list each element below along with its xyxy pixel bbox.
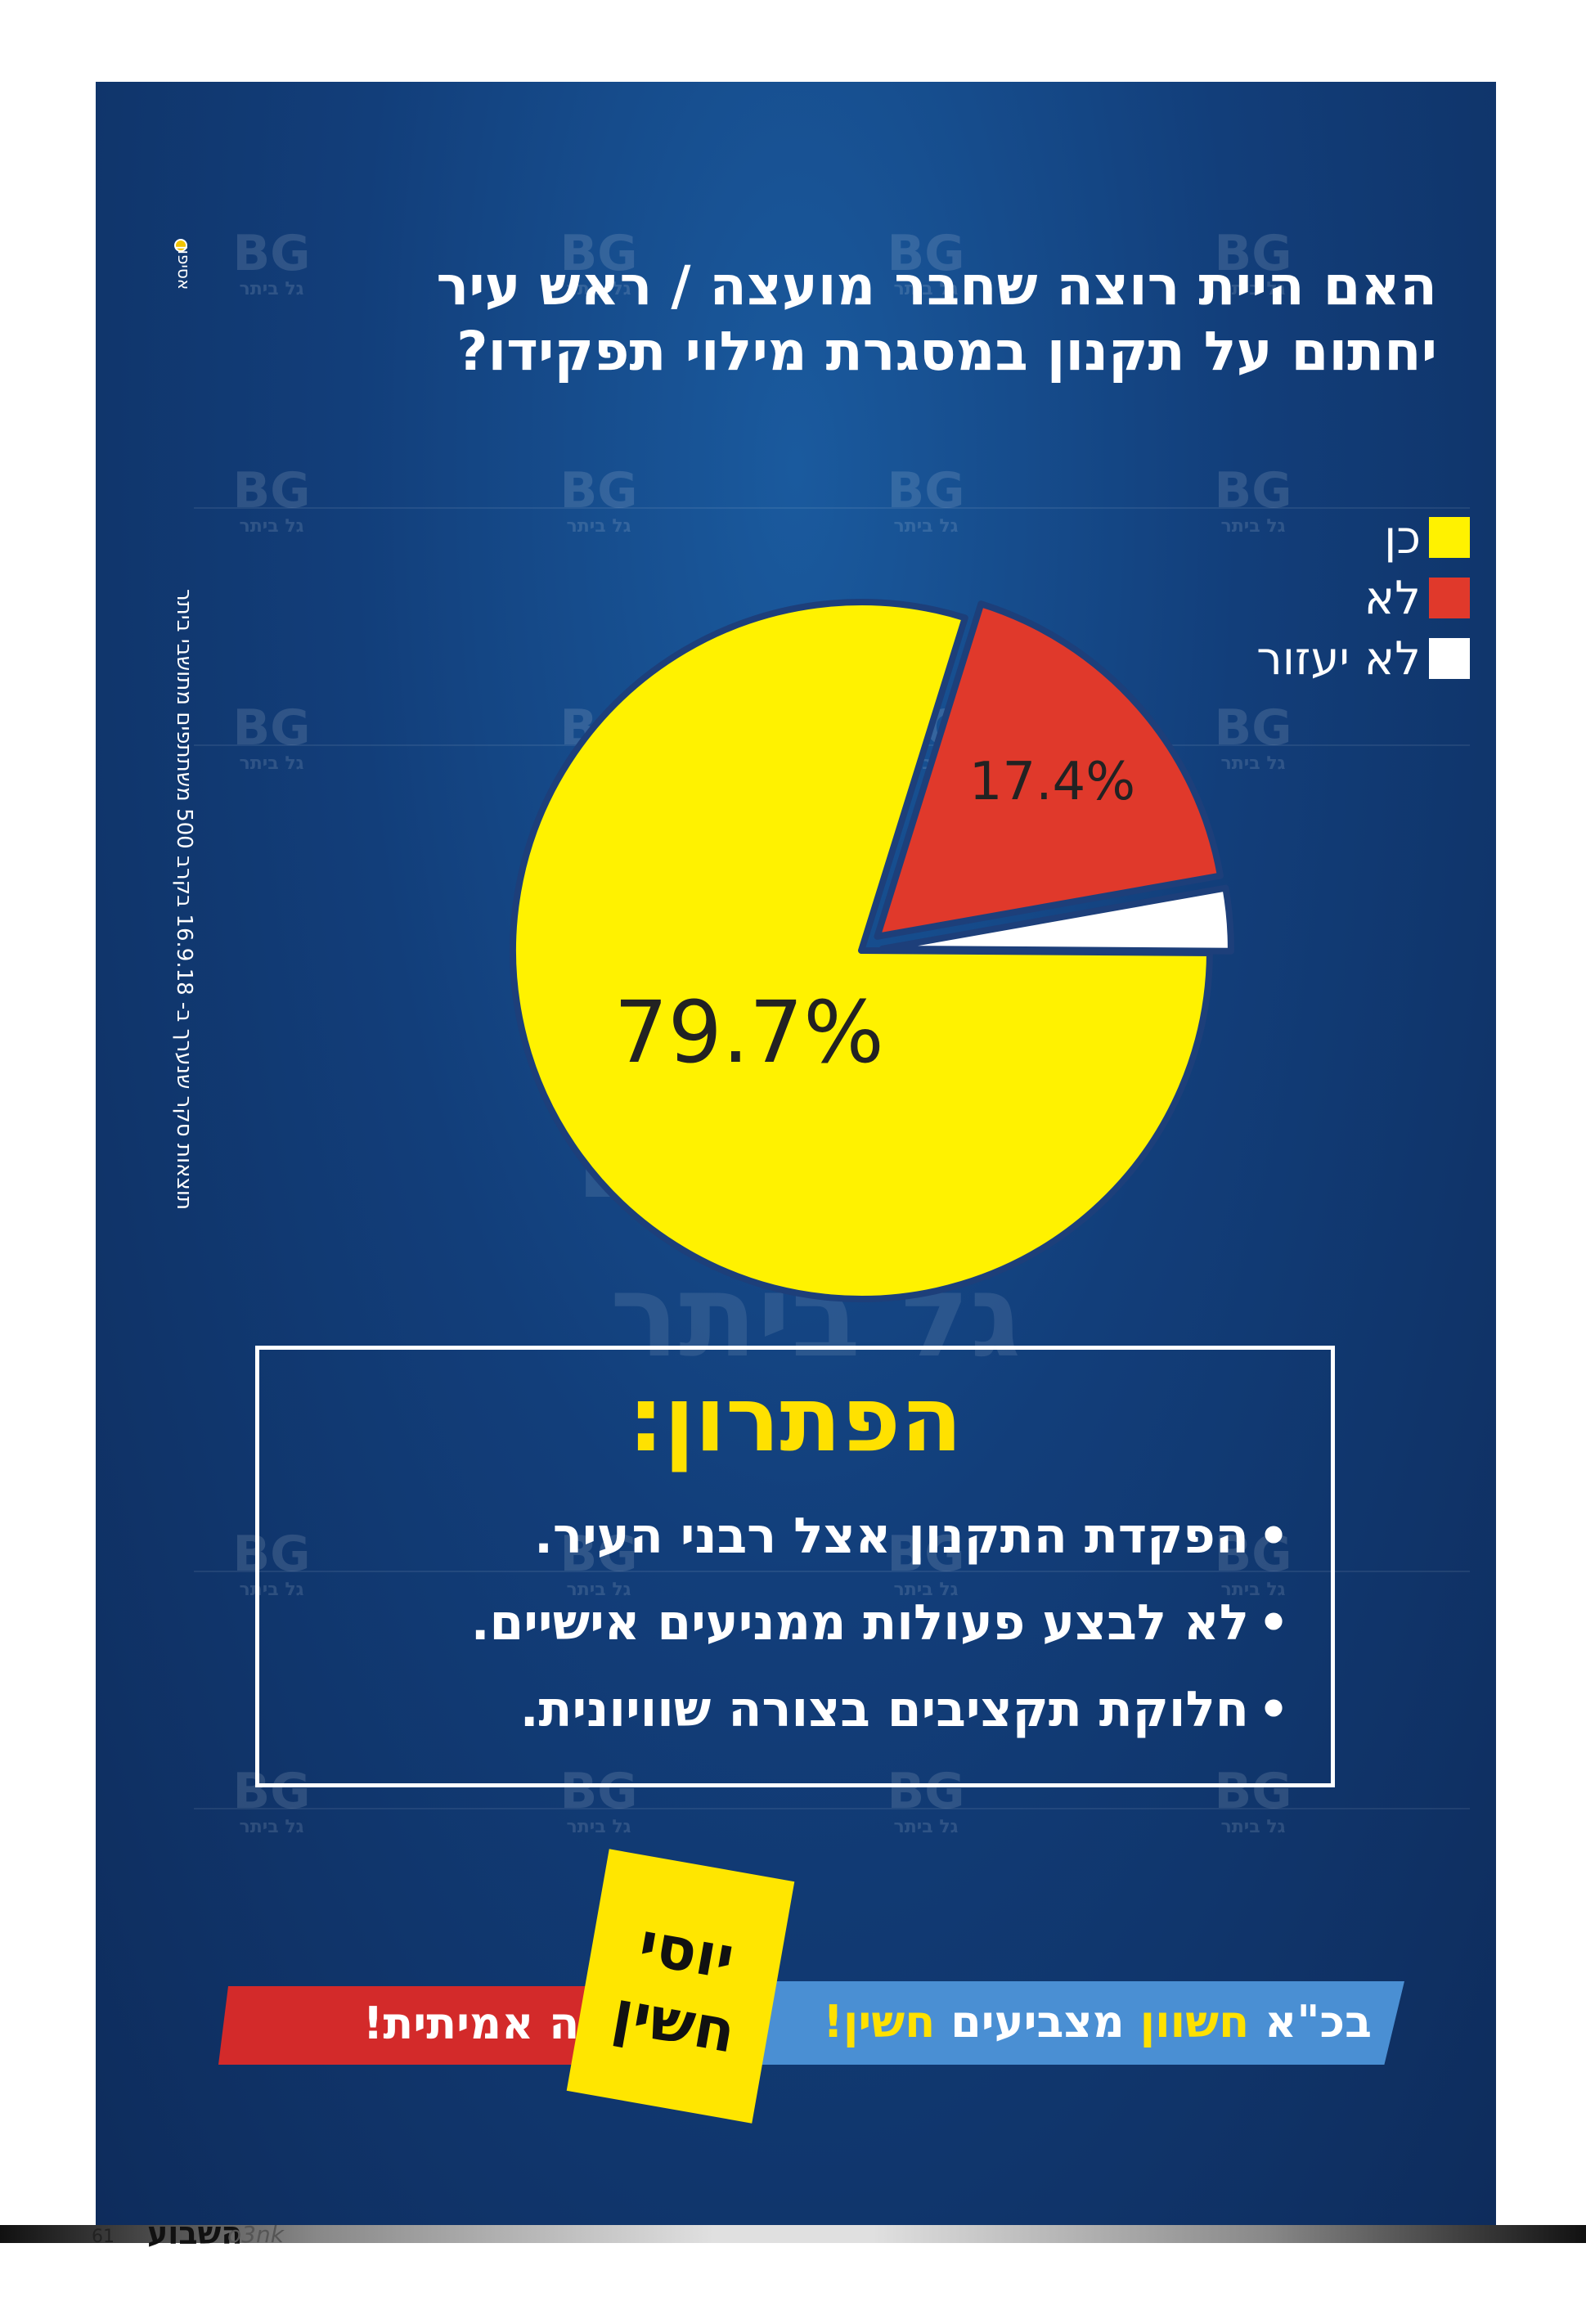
bullet-icon: • bbox=[1257, 1508, 1290, 1565]
legend-swatch-wont-help bbox=[1429, 638, 1470, 679]
legend-label-yes: כן bbox=[1384, 510, 1421, 564]
bullet-icon: • bbox=[1257, 1594, 1290, 1652]
pie-chart bbox=[510, 599, 1234, 1302]
vote-date-prefix: בכ"א bbox=[1265, 1996, 1372, 2048]
solution-item-text: חלוקת תקציבים בצורה שוויונית. bbox=[519, 1681, 1249, 1738]
survey-note: תוצאות סקר שנערך ב- 16.9.18 בקרב 500 משת… bbox=[172, 589, 196, 1211]
poster: BG גל ביתר BG גל ביתר BG גל ביתר BG גל ביתר … bbox=[96, 82, 1496, 2229]
vote-month: חשוון bbox=[1139, 1996, 1250, 2048]
solution-item-text: לא לבצע פעולות ממניעים אישיים. bbox=[470, 1594, 1249, 1652]
vote-text: בכ"א חשוון מצביעים חשין! bbox=[823, 1996, 1372, 2048]
vote-verb: מצביעים bbox=[950, 1996, 1125, 2048]
pie-slices bbox=[510, 599, 1234, 1302]
pie-slice-yes bbox=[510, 599, 1213, 1302]
publication-logo: השבוע bbox=[147, 2215, 243, 2251]
question-heading: האם היית רוצה שחבר מועצה / ראש עיר יחתום… bbox=[243, 254, 1437, 384]
legend-swatch-no bbox=[1429, 578, 1470, 618]
legend-label-wont-help: לא יעזור bbox=[1256, 632, 1421, 686]
pie-slice-no bbox=[874, 600, 1224, 940]
legend-item-no: לא bbox=[1126, 568, 1470, 628]
legend-item-wont-help: לא יעזור bbox=[1126, 628, 1470, 689]
solution-box: הפתרון: •הפקדת התקנון אצל רבני העיר. •לא… bbox=[255, 1346, 1335, 1787]
footer-bar bbox=[0, 2225, 1586, 2243]
question-line-2: יחתום על תקנון במסגרת מילוי תפקידו? bbox=[456, 320, 1437, 383]
bullet-icon: • bbox=[1257, 1681, 1290, 1738]
vote-banner: בכ"א חשוון מצביעים חשין! bbox=[734, 1981, 1404, 2065]
credit-dot-icon bbox=[174, 239, 187, 252]
publication-sub-logo: o3nk bbox=[227, 2221, 284, 2248]
vote-candidate: חשין! bbox=[823, 1996, 936, 2048]
candidate-name-box: יוסי חשין bbox=[566, 1849, 795, 2124]
solution-item: •לא לבצע פעולות ממניעים אישיים. bbox=[284, 1580, 1298, 1666]
solution-list: •הפקדת התקנון אצל רבני העיר. •לא לבצע פע… bbox=[284, 1493, 1298, 1753]
solution-item: •הפקדת התקנון אצל רבני העיר. bbox=[284, 1493, 1298, 1580]
solution-title: הפתרון: bbox=[627, 1367, 963, 1472]
legend-swatch-yes bbox=[1429, 517, 1470, 558]
legend-item-yes: כן bbox=[1126, 507, 1470, 568]
legend-label-no: לא bbox=[1364, 571, 1421, 625]
pie-label-yes: 79.7% bbox=[613, 982, 884, 1083]
chart-legend: כן לא לא יעזור bbox=[1126, 507, 1470, 689]
pie-label-no: 17.4% bbox=[968, 752, 1136, 813]
page-number: 61 bbox=[92, 2227, 115, 2247]
solution-item: •חלוקת תקציבים בצורה שוויונית. bbox=[284, 1666, 1298, 1753]
solution-item-text: הפקדת התקנון אצל רבני העיר. bbox=[534, 1508, 1249, 1565]
photo-credit: אסיפון bbox=[174, 245, 194, 290]
question-line-1: האם היית רוצה שחבר מועצה / ראש עיר bbox=[436, 254, 1437, 317]
watermark-line bbox=[194, 507, 1470, 509]
watermark-line bbox=[194, 1571, 1470, 1572]
pie-slice-wont-help bbox=[878, 884, 1234, 955]
watermark-line bbox=[194, 1808, 1470, 1809]
